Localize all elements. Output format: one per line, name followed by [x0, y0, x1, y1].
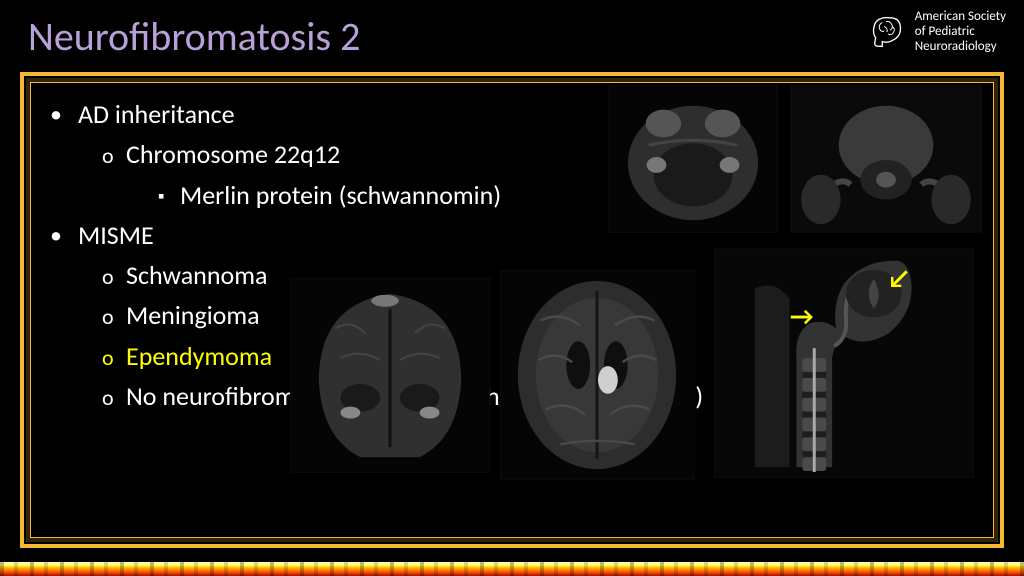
org-line-1: American Society [915, 10, 1006, 25]
mri-coronal-brain [290, 278, 490, 473]
slide: Neurofibromatosis 2 American Society of … [0, 0, 1024, 576]
decorative-fire-bar [0, 562, 1024, 576]
brain-head-icon [869, 15, 907, 49]
bullet-text: Ependymoma [126, 340, 272, 372]
mri-axial-brain [500, 270, 695, 480]
bullet-text: MISME [78, 219, 154, 251]
org-line-2: of Pediatric [915, 25, 1006, 40]
organization-logo: American Society of Pediatric Neuroradio… [869, 10, 1006, 55]
bullet-text: AD inheritance [78, 98, 235, 130]
bullet-text: Chromosome 22q12 [126, 138, 340, 170]
annotation-arrow: → [790, 300, 814, 332]
bullet-text: Merlin protein (schwannomin) [180, 179, 501, 211]
bullet-text: Schwannoma [126, 259, 267, 291]
mri-sagittal-spine [714, 248, 974, 478]
mri-axial-spine [790, 85, 982, 233]
organization-name: American Society of Pediatric Neuroradio… [915, 10, 1006, 55]
bullet-text: Meningioma [126, 299, 260, 331]
mri-axial-skull-base [608, 85, 778, 233]
annotation-arrow: ↙ [888, 262, 910, 294]
org-line-3: Neuroradiology [915, 40, 1006, 55]
